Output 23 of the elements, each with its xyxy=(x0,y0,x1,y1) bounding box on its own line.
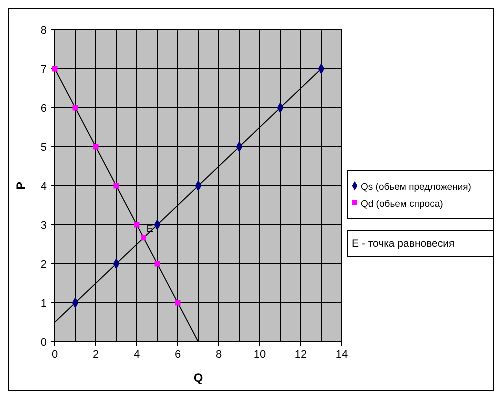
x-tick-label: 14 xyxy=(336,349,348,361)
x-tick-label: 6 xyxy=(174,349,182,361)
x-tick-label: 10 xyxy=(254,349,266,361)
x-tick-label: 0 xyxy=(52,349,58,361)
point xyxy=(141,235,147,241)
y-tick-label: 5 xyxy=(40,142,47,154)
x-tick-label: 2 xyxy=(92,349,100,361)
y-tick-label: 2 xyxy=(40,259,47,271)
text: E - точка равновесия xyxy=(352,238,455,250)
y-tick-label: 0 xyxy=(40,337,47,349)
y-axis-title: P xyxy=(14,182,28,190)
x-tick-label: 4 xyxy=(134,349,140,361)
legend-label: Qd (обьем спроса) xyxy=(361,199,444,210)
x-tick-label: 12 xyxy=(294,349,308,361)
y-tick-label: 4 xyxy=(40,181,47,193)
y-tick-label: 8 xyxy=(40,25,47,37)
legend-label: Qs (обьем предложения) xyxy=(361,182,472,193)
x-axis-title: Q xyxy=(194,371,204,385)
y-tick-label: 1 xyxy=(40,298,47,310)
y-tick-label: 3 xyxy=(40,220,47,232)
y-tick-label: 6 xyxy=(40,103,47,115)
y-tick-label: 7 xyxy=(40,64,47,76)
x-tick-label: 8 xyxy=(216,349,222,361)
